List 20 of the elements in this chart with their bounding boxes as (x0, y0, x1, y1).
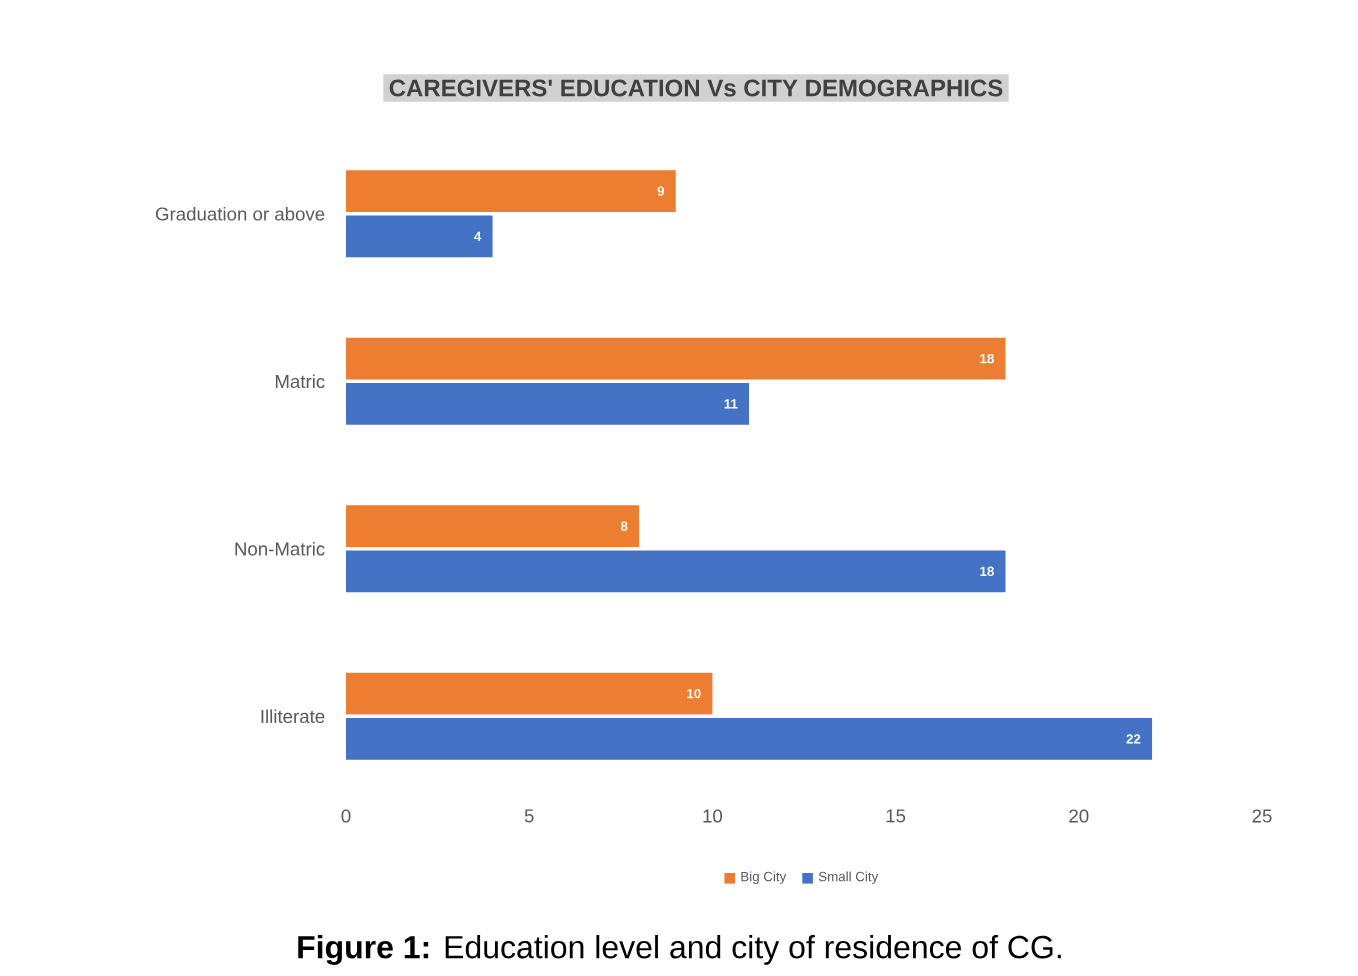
chart-title: CAREGIVERS' EDUCATION Vs CITY DEMOGRAPHICS (389, 79, 1003, 97)
x-tick-label: 0 (341, 809, 351, 823)
y-tick-label: Graduation or above (155, 206, 325, 221)
x-tick-label: 10 (703, 809, 723, 823)
y-tick-label: Matric (275, 374, 325, 389)
bar (346, 215, 493, 258)
bar (346, 382, 750, 425)
x-tick-label: 5 (524, 809, 534, 823)
bar (346, 550, 1006, 593)
bar (346, 337, 1006, 380)
bar (346, 505, 640, 548)
bar (346, 717, 1153, 760)
bar (346, 672, 713, 715)
bar (346, 170, 676, 213)
x-tick-label: 25 (1252, 809, 1272, 823)
y-tick-label: Illiterate (261, 709, 325, 724)
text: Figure 1: Education level and city of residence of CG. (298, 935, 1061, 965)
y-tick-label: Non-Matric (235, 541, 325, 556)
x-tick-label: 20 (1069, 809, 1089, 823)
x-tick-label: 15 (886, 809, 906, 823)
